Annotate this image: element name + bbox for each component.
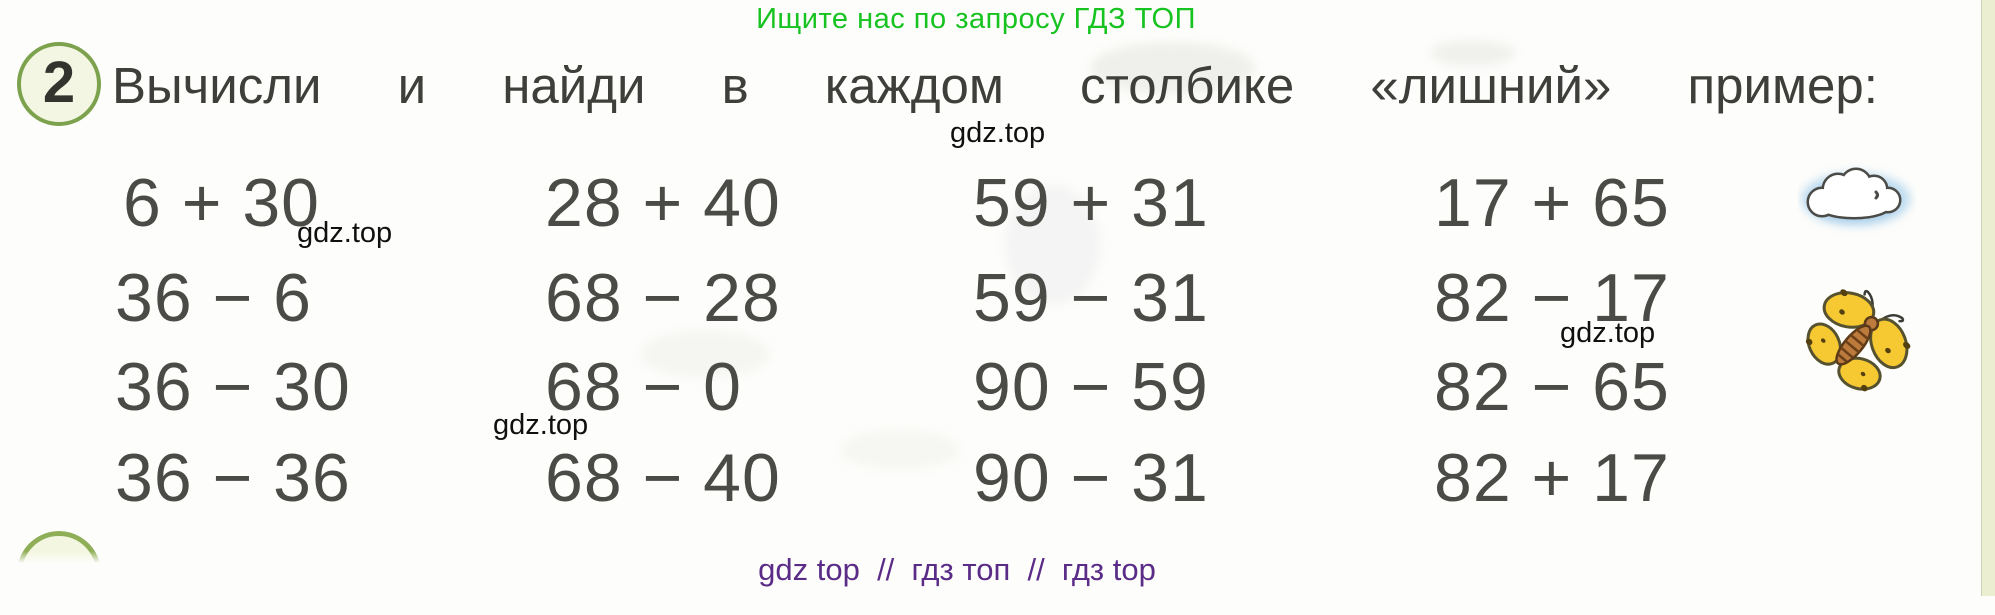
expression: 90 − 59 [973,349,1209,425]
expression: 36 − 6 [115,260,312,336]
butterfly-illustration [1805,289,1911,392]
expression: 68 − 40 [545,440,781,516]
instruction-word: столбике [1080,57,1295,114]
expression: 68 − 0 [545,349,742,425]
instruction-word: найди [502,57,646,114]
expression: 28 + 40 [545,165,781,241]
instruction-word: каждом [824,57,1004,114]
next-exercise-badge-partial [17,531,101,615]
promo-footer-text: gdz top // гдз топ // гдз top [758,552,1156,587]
watermark: gdz.top [1560,317,1656,349]
instruction-word: пример: [1687,57,1878,114]
expression: 82 − 17 [1434,260,1670,336]
scan-artifact [840,430,960,470]
expression: 90 − 31 [973,440,1209,516]
scan-artifact [1090,42,1255,94]
exercise-instruction: Вычисли и найди в каждом столбике «лишни… [112,60,1878,111]
watermark: gdz.top [493,409,589,441]
expression: 6 + 30 [123,165,320,241]
scan-artifact [640,330,770,378]
expression: 68 − 28 [545,260,781,336]
expression: 36 − 36 [115,440,351,516]
scan-artifact [1430,40,1515,66]
cloud-illustration [1801,167,1911,226]
exercise-number: 2 [42,50,76,115]
instruction-word: Вычисли [112,57,322,114]
exercise-number-badge: 2 [17,42,101,126]
scan-artifact [1005,185,1100,305]
watermark: gdz.top [297,217,393,249]
expression: 36 − 30 [115,349,351,425]
promo-header-text: Ищите нас по запросу ГДЗ ТОП [756,3,1196,35]
expression: 82 − 65 [1434,349,1670,425]
instruction-word: «лишний» [1370,57,1612,114]
expression: 17 + 65 [1434,165,1670,241]
instruction-word: в [721,57,749,114]
expression: 82 + 17 [1434,440,1670,516]
expression: 59 + 31 [973,165,1209,241]
page-edge [1981,0,1995,596]
expression: 59 − 31 [973,260,1209,336]
instruction-word: и [397,57,427,114]
watermark: gdz.top [950,117,1046,149]
